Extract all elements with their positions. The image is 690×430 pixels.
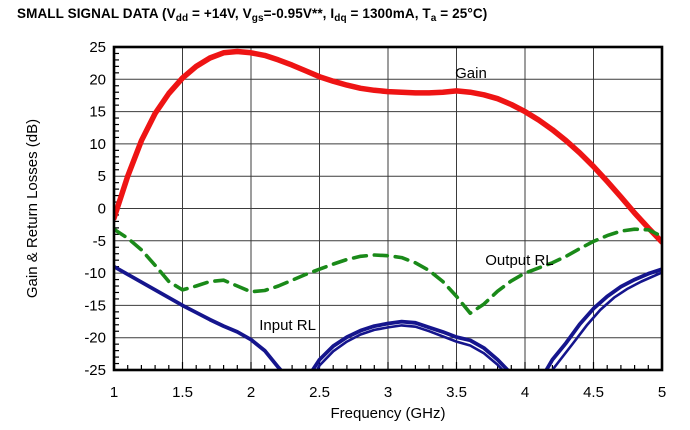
- x-axis-tick-label: 4.5: [583, 384, 604, 401]
- title-subscript: a: [430, 13, 437, 24]
- title-text: SMALL SIGNAL DATA (V: [17, 6, 176, 21]
- x-axis-tick-label: 2.5: [309, 384, 330, 401]
- x-axis-tick-label: 1: [110, 384, 118, 401]
- x-axis-tick-label: 4: [521, 384, 529, 401]
- chart-title: SMALL SIGNAL DATA (Vdd = +14V, Vgs=-0.95…: [17, 6, 487, 24]
- y-axis-tick-label: 15: [89, 104, 106, 121]
- y-axis-tick-label: 5: [98, 168, 106, 185]
- y-axis-tick-label: -15: [84, 297, 106, 314]
- gain-label: Gain: [455, 65, 487, 82]
- title-subscript: dq: [334, 13, 347, 24]
- x-axis-tick-label: 3: [384, 384, 392, 401]
- input-rl-label: Input RL: [259, 317, 316, 334]
- y-axis-tick-label: 20: [89, 71, 106, 88]
- y-axis-tick-label: -5: [93, 233, 106, 250]
- x-axis-title: Frequency (GHz): [330, 405, 445, 422]
- x-axis-tick-label: 1.5: [172, 384, 193, 401]
- y-axis-tick-label: -10: [84, 265, 106, 282]
- y-axis-title: Gain & Return Losses (dB): [24, 119, 41, 298]
- title-text: =-0.95V**, I: [263, 6, 335, 21]
- output-rl-curve: [114, 227, 662, 315]
- title-text: = 25°C): [436, 6, 488, 21]
- y-axis-tick-label: 10: [89, 136, 106, 153]
- x-axis-tick-label: 2: [247, 384, 255, 401]
- title-subscript: dd: [175, 13, 189, 24]
- y-axis-tick-label: -25: [84, 362, 106, 379]
- x-axis-tick-label: 5: [658, 384, 666, 401]
- input-rl-curve: [114, 264, 662, 370]
- title-text: = +14V, V: [188, 6, 252, 21]
- y-axis-tick-label: -20: [84, 330, 106, 347]
- output-rl-label: Output RL: [485, 252, 553, 269]
- y-axis-tick-label: 0: [98, 201, 106, 218]
- title-subscript: gs: [251, 13, 264, 24]
- y-axis-tick-label: 25: [89, 39, 106, 56]
- plot-frame: [112, 45, 664, 372]
- input-rl-curve-2: [315, 271, 662, 370]
- gain-curve: [114, 48, 662, 245]
- title-text: = 1300mA, T: [346, 6, 431, 21]
- x-axis-tick-label: 3.5: [446, 384, 467, 401]
